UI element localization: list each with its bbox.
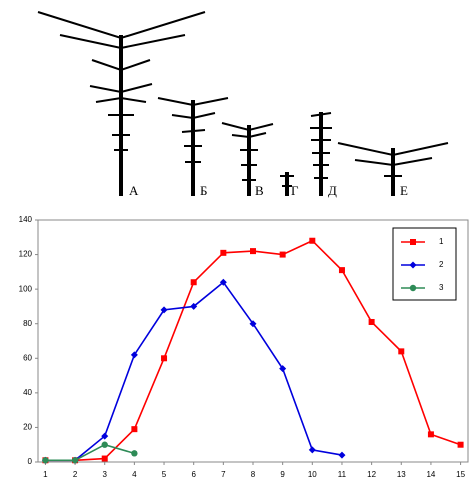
legend-marker — [410, 239, 416, 245]
data-point — [102, 456, 108, 462]
x-tick-label: 10 — [308, 470, 317, 479]
data-point — [131, 450, 137, 456]
data-point — [338, 452, 345, 459]
x-tick-label: 4 — [132, 470, 137, 479]
diagram-label: Е — [400, 183, 408, 198]
diagram-label: А — [129, 183, 139, 198]
y-tick-label: 80 — [23, 319, 32, 328]
legend-box — [393, 228, 456, 300]
data-point — [339, 267, 345, 273]
diagram-label: В — [255, 183, 264, 198]
data-point — [42, 457, 48, 463]
y-tick-label: 140 — [19, 215, 33, 224]
data-point — [428, 431, 434, 437]
legend-label: 2 — [439, 260, 444, 269]
data-point — [161, 355, 167, 361]
data-point — [309, 238, 315, 244]
data-point — [220, 250, 226, 256]
x-tick-label: 9 — [280, 470, 285, 479]
diagram-label: Г — [291, 183, 299, 198]
data-point — [131, 426, 137, 432]
x-tick-label: 12 — [367, 470, 376, 479]
data-point — [191, 279, 197, 285]
diagram-label: Б — [200, 183, 207, 198]
x-tick-label: 8 — [251, 470, 256, 479]
x-tick-label: 14 — [426, 470, 435, 479]
x-tick-label: 2 — [73, 470, 78, 479]
legend-label: 1 — [439, 237, 444, 246]
data-point — [102, 442, 108, 448]
x-tick-label: 5 — [162, 470, 167, 479]
data-point — [250, 248, 256, 254]
y-tick-label: 20 — [23, 423, 32, 432]
y-tick-label: 120 — [19, 250, 33, 259]
data-point — [398, 348, 404, 354]
data-point — [309, 446, 316, 453]
y-tick-label: 100 — [19, 284, 33, 293]
legend-marker — [410, 285, 416, 291]
y-tick-label: 0 — [28, 457, 33, 466]
x-tick-label: 7 — [221, 470, 226, 479]
diagram-label: Д — [328, 183, 337, 198]
data-point — [458, 442, 464, 448]
y-tick-label: 40 — [23, 388, 32, 397]
x-tick-label: 6 — [191, 470, 196, 479]
y-tick-label: 60 — [23, 353, 32, 362]
x-tick-label: 15 — [456, 470, 465, 479]
x-tick-label: 1 — [43, 470, 48, 479]
page: {"figure_labels": ["А", "Б", "В", "Г", "… — [0, 0, 475, 480]
figure: А Б В Г Д Е 0204060801001201401234567891… — [0, 0, 475, 480]
x-tick-label: 3 — [102, 470, 107, 479]
data-point — [72, 457, 78, 463]
legend-label: 3 — [439, 283, 444, 292]
x-tick-label: 13 — [397, 470, 406, 479]
data-point — [369, 319, 375, 325]
series-line — [45, 445, 134, 461]
data-point — [280, 252, 286, 258]
x-tick-label: 11 — [338, 470, 347, 479]
plant-diagrams: А Б В Г Д Е — [38, 12, 448, 198]
